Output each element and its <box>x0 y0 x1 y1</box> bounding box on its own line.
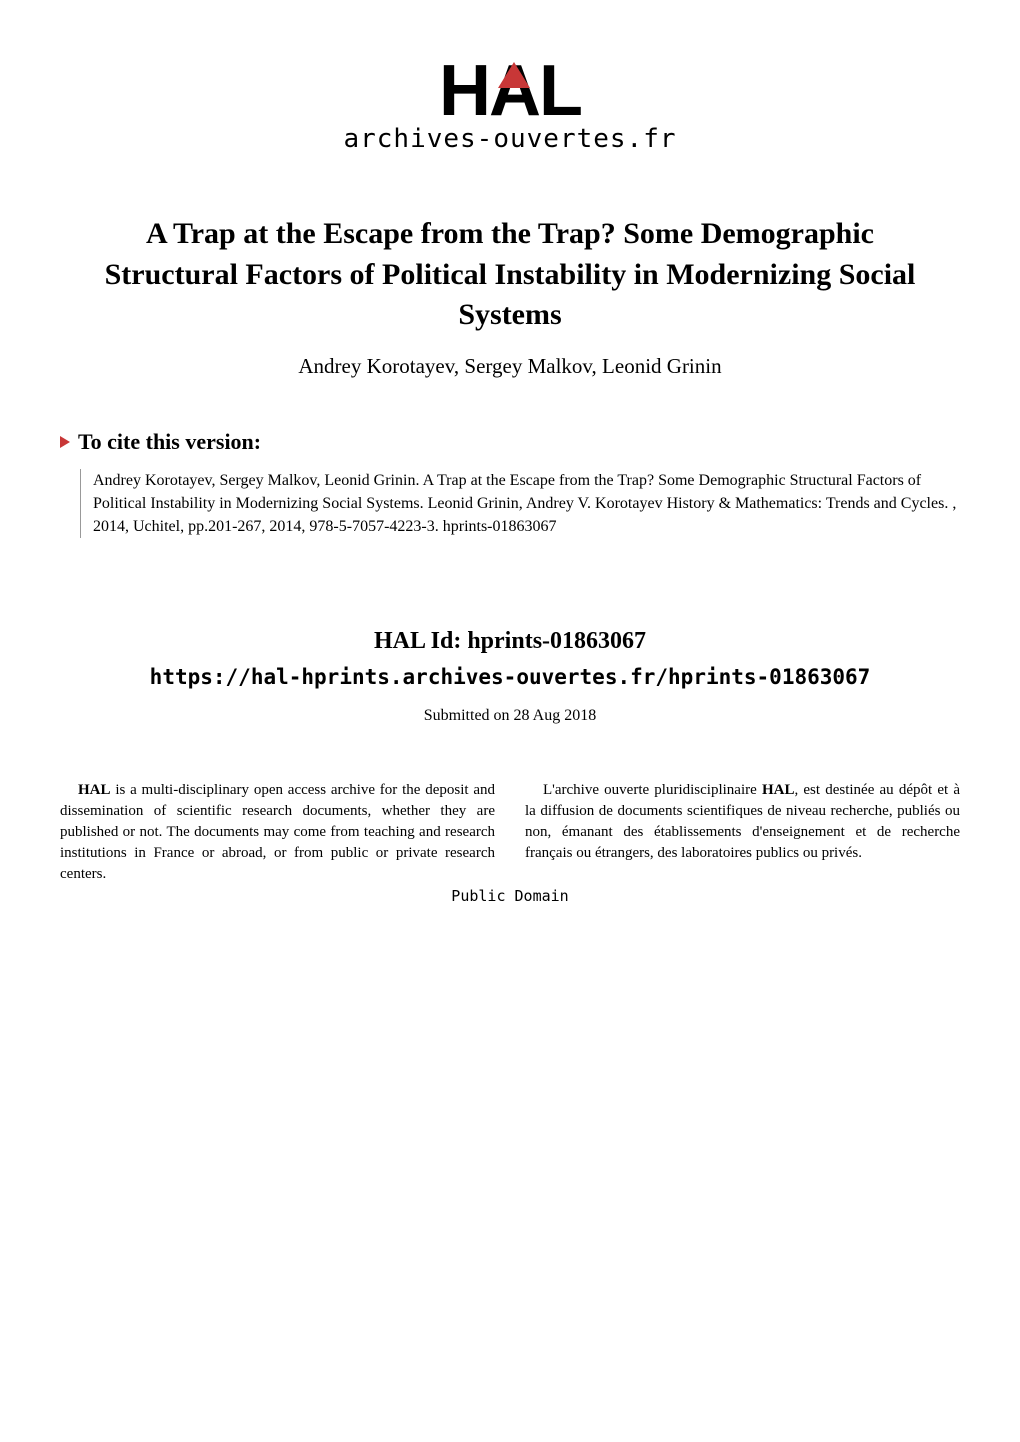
logo-letter-a: A <box>489 50 539 132</box>
logo-letter-h: H <box>439 51 489 131</box>
cite-body: Andrey Korotayev, Sergey Malkov, Leonid … <box>80 469 960 539</box>
license-text: Public Domain <box>60 887 960 905</box>
submitted-date: Submitted on 28 Aug 2018 <box>60 707 960 725</box>
description-columns: HAL is a multi-disciplinary open access … <box>60 780 960 885</box>
cite-heading-text: To cite this version: <box>78 429 261 454</box>
paper-authors: Andrey Korotayev, Sergey Malkov, Leonid … <box>60 354 960 379</box>
logo-letter-l: L <box>539 51 581 131</box>
description-right: L'archive ouverte pluridisciplinaire HAL… <box>525 780 960 885</box>
description-left-strong: HAL <box>78 782 111 798</box>
description-right-text: L'archive ouverte pluridisciplinaire HAL… <box>525 782 960 861</box>
description-left: HAL is a multi-disciplinary open access … <box>60 780 495 885</box>
hal-logo-text: HAL <box>343 50 676 132</box>
triangle-right-icon <box>60 436 70 448</box>
cite-heading: To cite this version: <box>60 429 960 455</box>
hal-id-url: https://hal-hprints.archives-ouvertes.fr… <box>60 665 960 689</box>
hal-logo-block: HAL archives-ouvertes.fr <box>60 50 960 154</box>
hal-id-heading: HAL Id: hprints-01863067 <box>60 628 960 655</box>
description-left-rest: is a multi-disciplinary open access arch… <box>60 782 495 882</box>
hal-logo: HAL archives-ouvertes.fr <box>343 50 676 154</box>
paper-title: A Trap at the Escape from the Trap? Some… <box>60 214 960 336</box>
